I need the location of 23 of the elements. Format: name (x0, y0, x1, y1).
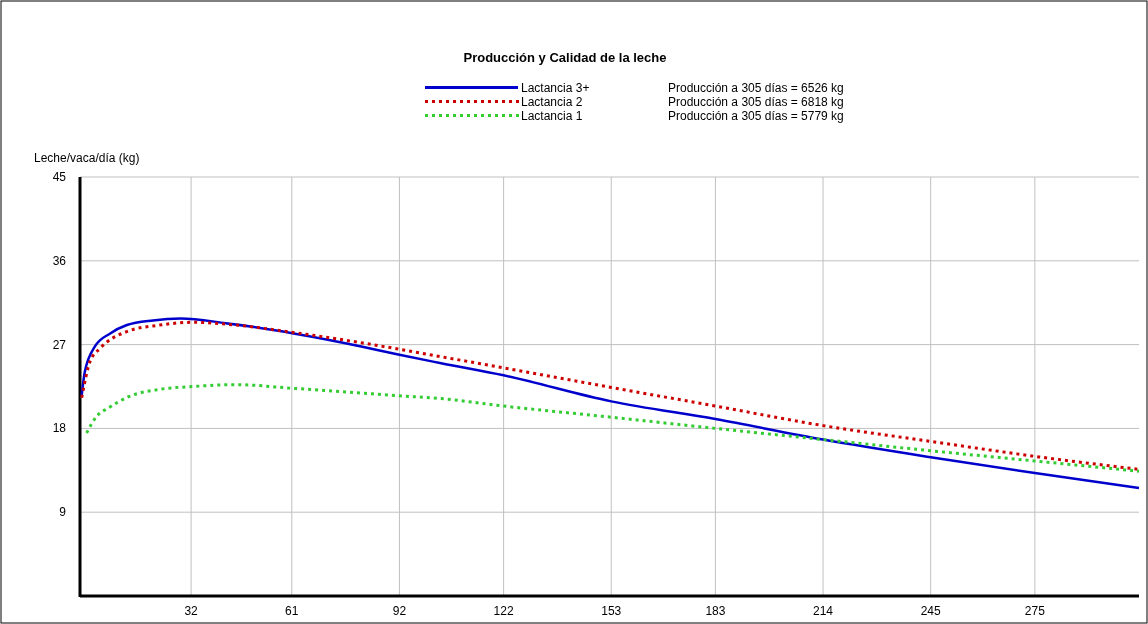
chart-title: Producción y Calidad de la leche (463, 50, 667, 65)
legend-label: Lactancia 3+ (521, 81, 590, 95)
x-tick-label: 183 (705, 604, 726, 618)
text: Producción a 305 días = 5779 kg (668, 109, 844, 123)
legend-label: Lactancia 1 (521, 109, 583, 123)
x-tick-label: 153 (601, 604, 622, 618)
y-tick-label: 45 (52, 170, 67, 184)
y-tick-label: 27 (52, 337, 67, 352)
y-tick-label: 9 (59, 505, 67, 520)
legend-label: Lactancia 2 (521, 95, 583, 109)
x-tick-label: 61 (285, 604, 299, 618)
y-tick-label: 18 (52, 421, 67, 436)
x-tick-label: 122 (493, 604, 514, 618)
text: Producción a 305 días = 6818 kg (668, 95, 844, 109)
line-series (85, 383, 1141, 473)
x-tick-label: 32 (184, 604, 199, 618)
y-axis-title: Leche/vaca/día (kg) (34, 151, 140, 165)
x-tick-label: 275 (1024, 604, 1046, 618)
text: Producción a 305 días = 6526 kg (668, 81, 844, 95)
x-tick-label: 245 (920, 604, 941, 618)
y-tick-label: 36 (52, 253, 67, 268)
x-tick-label: 214 (813, 604, 834, 618)
x-tick-label: 92 (392, 604, 407, 618)
